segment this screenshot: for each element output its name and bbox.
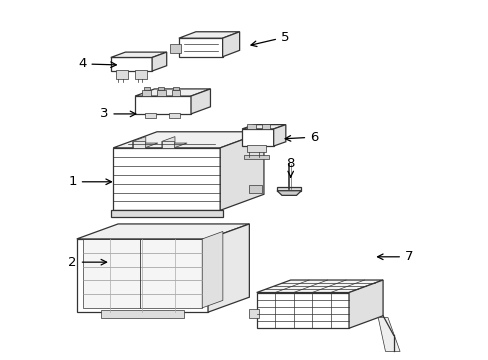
Polygon shape: [277, 187, 301, 191]
Text: 7: 7: [377, 250, 413, 263]
Bar: [162, 141, 174, 148]
Polygon shape: [132, 143, 158, 148]
Polygon shape: [191, 89, 210, 114]
Polygon shape: [222, 32, 239, 57]
Polygon shape: [111, 58, 152, 71]
Text: 2: 2: [68, 256, 106, 269]
Bar: [171, 90, 180, 96]
Bar: [101, 310, 183, 318]
Polygon shape: [202, 231, 223, 308]
Polygon shape: [256, 280, 382, 293]
Polygon shape: [220, 132, 264, 210]
Text: 5: 5: [250, 31, 289, 46]
Bar: [169, 113, 180, 118]
Polygon shape: [179, 32, 239, 38]
Bar: [261, 123, 270, 129]
Polygon shape: [152, 52, 166, 71]
Polygon shape: [77, 224, 249, 239]
Bar: [246, 123, 255, 129]
Text: 3: 3: [100, 107, 136, 120]
Polygon shape: [179, 38, 222, 57]
Bar: [249, 185, 261, 193]
Polygon shape: [256, 293, 348, 328]
Bar: [157, 90, 165, 96]
Bar: [135, 70, 147, 79]
Bar: [144, 113, 155, 118]
Polygon shape: [135, 89, 210, 96]
Polygon shape: [377, 318, 399, 351]
Bar: [244, 155, 268, 158]
Text: 4: 4: [78, 57, 116, 71]
Polygon shape: [111, 52, 166, 58]
Polygon shape: [162, 136, 175, 148]
Bar: [111, 210, 222, 217]
Bar: [116, 70, 127, 79]
Polygon shape: [273, 125, 285, 146]
Polygon shape: [348, 280, 382, 328]
Text: 8: 8: [286, 157, 294, 177]
Bar: [158, 87, 164, 90]
Polygon shape: [113, 148, 220, 210]
Bar: [132, 141, 144, 148]
Polygon shape: [207, 224, 249, 312]
Polygon shape: [82, 239, 202, 308]
Text: 6: 6: [285, 131, 318, 144]
Polygon shape: [242, 129, 273, 146]
Polygon shape: [242, 125, 285, 129]
Polygon shape: [135, 96, 191, 114]
Bar: [142, 90, 151, 96]
Polygon shape: [162, 143, 187, 148]
Polygon shape: [113, 132, 264, 148]
Bar: [246, 145, 266, 153]
Polygon shape: [132, 136, 145, 148]
Polygon shape: [77, 239, 207, 312]
Bar: [249, 309, 259, 318]
Bar: [143, 87, 149, 90]
Bar: [173, 87, 179, 90]
Polygon shape: [277, 191, 301, 195]
Bar: [170, 44, 181, 53]
Text: 1: 1: [68, 175, 111, 188]
